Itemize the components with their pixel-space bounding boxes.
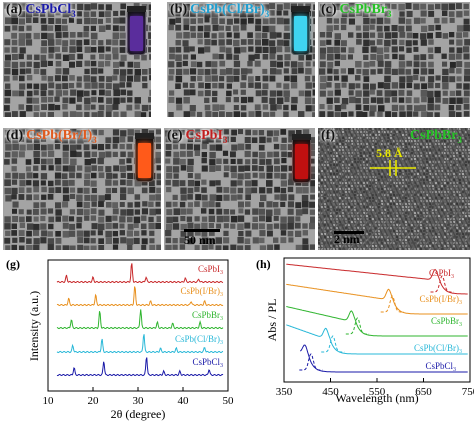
spectra-series-labels: CsPbI3 CsPb(I/Br)3 CsPbBr3 CsPb(Cl/Br)3 CsPb…: [414, 268, 462, 373]
x-tick-label: 550: [369, 386, 386, 398]
tem-panel-d: (d) CsPb(Br/I)3: [3, 128, 161, 250]
xrd-series-labels: CsPbI3 CsPb(I/Br)3 CsPbBr3 CsPb(Cl/Br)3 CsPb…: [175, 264, 223, 369]
series-label: CsPb(I/Br)3: [180, 286, 223, 298]
panel-title: CsPbI3: [185, 128, 228, 145]
panel-title: CsPb(Br/I)3: [26, 128, 97, 145]
absorbance-line: [286, 263, 468, 295]
series-label: CsPbBr3: [431, 316, 462, 328]
scale-bar: [184, 229, 220, 232]
x-tick-label: 30: [133, 395, 145, 407]
tem-image-c: [318, 2, 470, 117]
x-tick-label: 650: [415, 386, 432, 398]
x-axis-label: Wavelength (nm): [335, 391, 418, 405]
panel-title: CsPbCl3: [25, 2, 76, 19]
panel-letter: (h): [256, 257, 271, 271]
hrtem-panel-f: (f) CsPbBr3 5.8 Å 2 nm: [318, 128, 470, 250]
vial-icon: [292, 134, 311, 183]
xrd-series-line: [56, 309, 224, 330]
panel-letter: (f): [321, 128, 335, 143]
tem-panel-a: (a) CsPbCl3: [3, 2, 151, 117]
x-tick-label: 450: [322, 386, 339, 398]
xrd-series-line: [56, 357, 224, 377]
series-label: CsPb(Cl/Br)3: [175, 334, 223, 346]
x-tick-label: 40: [178, 395, 190, 407]
x-tick-label: 50: [223, 395, 235, 407]
xrd-chart: (g) 10 20 30 40 50 CsPbI3CsPb(I/Br)3CsPbBr3C…: [6, 257, 235, 421]
panel-letter: (b): [170, 2, 188, 17]
lattice-spacing-label: 5.8 Å: [376, 146, 403, 160]
series-label: CsPbBr3: [192, 310, 223, 322]
xrd-series-line: [56, 334, 224, 354]
tem-panel-c: (c) CsPbBr3: [318, 2, 470, 117]
x-tick-label: 10: [43, 395, 55, 407]
panel-title: CsPbBr3: [339, 2, 392, 19]
y-axis-label: Intensity (a.u.): [27, 291, 41, 361]
panel-letter: (d): [6, 128, 24, 143]
series-label: CsPbCl3: [425, 361, 456, 373]
absorbance-line: [286, 283, 468, 315]
lattice-marker: [370, 160, 416, 176]
absorbance-line: [286, 306, 468, 337]
series-label: CsPbI3: [198, 264, 223, 276]
x-axis-label: 2θ (degree): [111, 407, 166, 421]
pl-line: [299, 353, 323, 371]
x-tick-label: 350: [276, 386, 293, 398]
x-tick-group: 10 20 30 40 50: [43, 387, 235, 407]
pl-line: [430, 275, 454, 293]
absorbance-line: [286, 324, 468, 355]
panel-letter: (e): [167, 128, 183, 143]
xrd-series-group: [56, 263, 224, 377]
vial-icon: [135, 133, 154, 182]
absorbance-pl-chart: (h) 350450550650750 CsPbI3CsPb(I/Br)3CsP…: [256, 257, 474, 405]
x-tick-group: 350 450 550 650 750: [276, 378, 474, 398]
absorbance-line: [299, 344, 468, 373]
series-label: CsPbCl3: [192, 357, 223, 369]
vial-icon: [291, 6, 310, 55]
hrtem-image-f: [318, 128, 470, 250]
series-label: CsPb(Cl/Br)3: [414, 343, 462, 355]
panel-letter: (g): [6, 257, 20, 271]
pl-line: [321, 335, 345, 353]
series-label: CsPb(I/Br)3: [419, 294, 462, 306]
scale-bar-label: 2 nm: [334, 232, 360, 246]
vial-icon: [127, 6, 146, 55]
scale-bar-label: 50 nm: [184, 233, 216, 247]
tem-panel-b: (b) CsPb(Cl/Br)3: [167, 2, 315, 117]
series-label: CsPbI3: [429, 268, 454, 280]
tem-panel-e: (e) CsPbI3 50 nm: [164, 128, 315, 250]
y-axis-label: Abs / PL: [265, 299, 279, 342]
panel-title: CsPbBr3: [410, 128, 462, 145]
panel-letter: (c): [321, 2, 337, 17]
xrd-series-line: [56, 263, 224, 284]
pl-line: [380, 295, 404, 313]
panel-letter: (a): [6, 2, 23, 17]
x-tick-label: 750: [462, 386, 474, 398]
scale-bar: [334, 231, 364, 234]
panel-title: CsPb(Cl/Br)3: [190, 2, 270, 19]
tem-image-d: [3, 128, 161, 250]
xrd-series-line: [56, 286, 224, 307]
spectra-series-group: [286, 263, 468, 373]
pl-line: [345, 317, 370, 335]
x-tick-label: 20: [88, 395, 100, 407]
